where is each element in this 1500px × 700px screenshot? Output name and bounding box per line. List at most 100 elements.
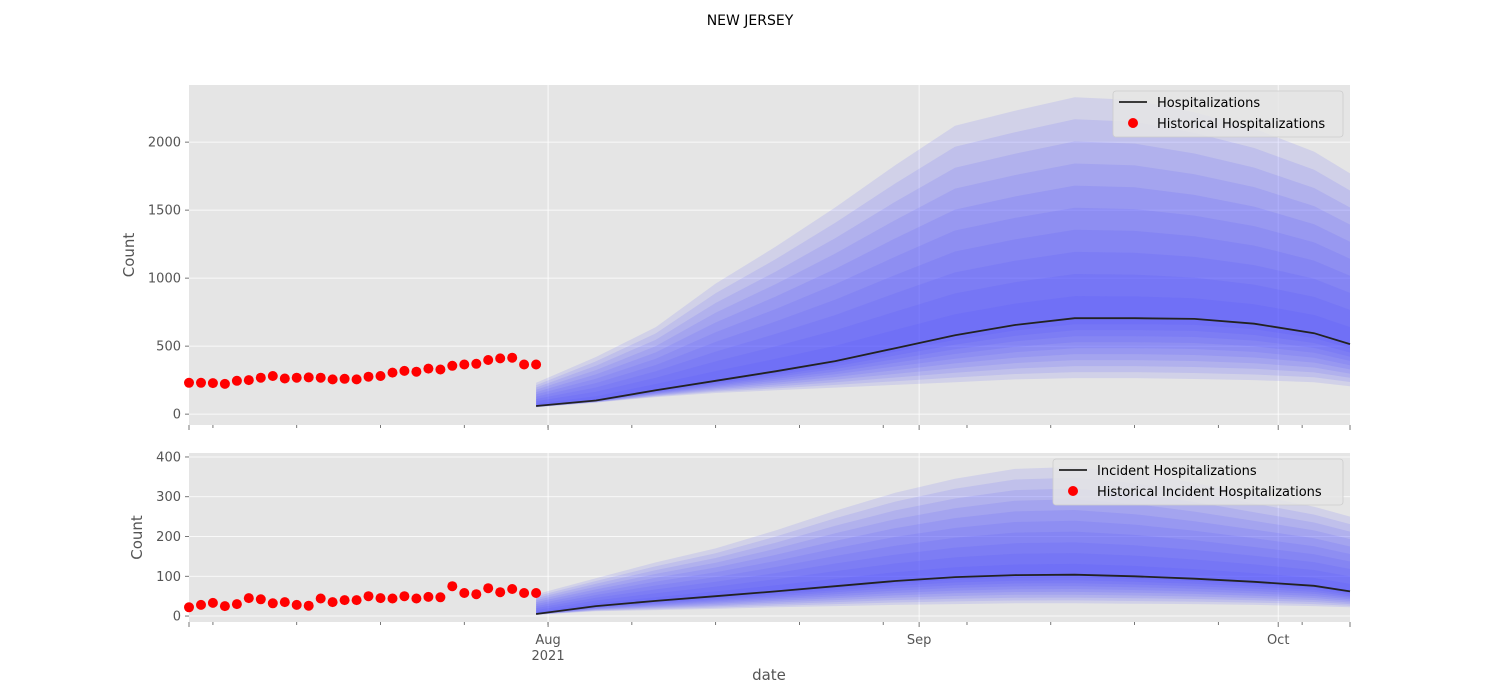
historical-point [483,355,494,365]
historical-point [327,374,338,385]
legend-entry: Historical Hospitalizations [1157,117,1325,132]
x-tick-label: Sep [907,633,932,648]
forecast-band-10 [536,296,1350,407]
historical-point [387,593,398,604]
forecast-band-4 [536,163,1350,407]
historical-point [507,352,518,363]
historical-point [339,595,350,606]
historical-point [387,367,398,378]
forecast-median-line [536,317,1351,407]
historical-point [531,588,542,598]
historical-point [207,378,218,389]
legend-entry: Historical Incident Hospitalizations [1097,485,1322,500]
historical-point [375,593,386,604]
x-tick-label: Aug [535,633,560,648]
historical-point [279,597,290,608]
forecast-band-4 [536,499,1350,615]
historical-point [447,581,458,592]
forecast-band-3 [536,141,1350,407]
legend: Incident Hospitalizations Historical Inci… [1052,458,1344,506]
y-tick-label: 0 [173,408,181,423]
historical-point [423,591,434,602]
y-axis-label: Count [128,515,146,560]
historical-point [327,597,338,608]
historical-point [363,371,374,382]
forecast-band-9 [536,553,1350,615]
y-tick-label: 200 [156,530,181,545]
historical-point [291,599,302,610]
forecast-band-5 [536,185,1350,407]
y-tick-label: 2000 [148,136,181,151]
historical-point [351,374,362,385]
y-tick-label: 1000 [148,272,181,287]
historical-point [483,583,494,594]
forecast-band-7 [536,229,1350,407]
historical-point [267,371,278,381]
historical-point [507,584,518,594]
y-tick-label: 300 [156,490,181,505]
legend-box [1112,90,1344,138]
incident-hospitalizations-panel: 0 100 200 300 400 Count Incident Hospitalizati… [128,450,1351,627]
historical-point [399,365,410,376]
historical-point [196,599,206,610]
historical-point [519,359,530,370]
historical-point [207,597,218,608]
historical-point [303,372,314,383]
historical-point [447,360,458,371]
historical-point [351,595,362,606]
historical-point [339,373,350,384]
plot-background [189,85,1350,425]
historical-point [315,372,326,383]
historical-point [184,602,194,613]
historical-point [411,593,422,604]
forecast-band-9 [536,274,1350,407]
historical-point [471,358,482,369]
historical-point [459,359,470,370]
historical-point [196,377,206,388]
figure-title: NEW JERSEY [707,13,794,29]
legend-point-swatch [1068,486,1078,496]
forecast-band-2 [536,119,1350,408]
historical-point [495,587,506,598]
historical-point [219,601,230,612]
forecast-band-6 [536,207,1350,407]
historical-point [303,600,314,611]
legend: Hospitalizations Historical Hospitalizati… [1112,90,1344,138]
y-tick-label: 400 [156,450,181,465]
historical-point [363,591,374,602]
historical-point [255,594,266,605]
forecast-band-2 [536,477,1350,615]
historical-point [243,593,254,604]
historical-point [423,363,434,374]
historical-point [243,375,254,386]
forecast-band-5 [536,510,1350,615]
historical-point [519,588,530,598]
forecast-band-6 [536,520,1350,615]
x-tick-sublabel: 2021 [532,649,565,664]
y-tick-label: 500 [156,340,181,355]
historical-point [279,373,290,384]
x-tick-label: Oct [1267,633,1289,648]
historical-point [219,378,230,389]
historical-point [459,588,470,598]
historical-point [375,371,386,381]
x-axis-label: date [752,666,786,684]
y-tick-label: 1500 [148,204,181,219]
forecast-band-8 [536,251,1350,407]
legend-point-swatch [1128,118,1138,128]
forecast-median-line [535,573,1351,615]
historical-point [291,372,302,383]
y-axis-label: Count [120,233,138,278]
historical-point [531,359,542,370]
forecast-band-1 [536,97,1350,408]
legend-entry: Incident Hospitalizations [1097,464,1257,479]
legend-box [1052,458,1344,506]
historical-point [184,377,194,388]
historical-point [435,364,446,375]
historical-point [231,375,242,386]
legend-entry: Hospitalizations [1157,96,1260,111]
historical-point [231,599,242,610]
historical-point [315,593,326,604]
